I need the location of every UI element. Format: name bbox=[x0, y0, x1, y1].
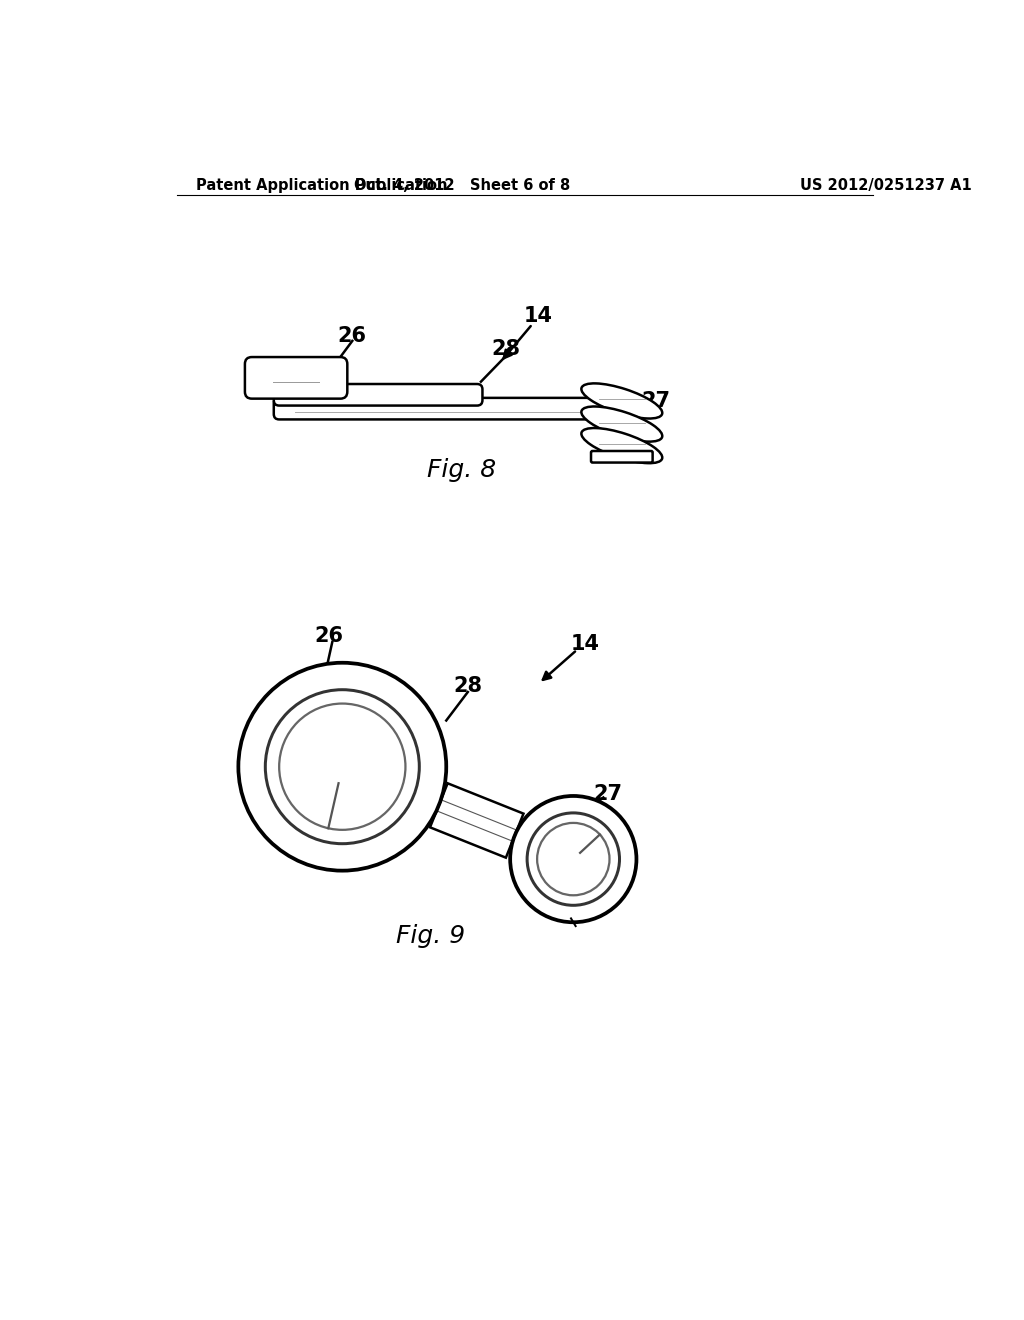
Ellipse shape bbox=[582, 428, 663, 463]
Text: 27: 27 bbox=[641, 391, 670, 411]
Circle shape bbox=[538, 822, 609, 895]
FancyBboxPatch shape bbox=[591, 451, 652, 462]
Text: Fig. 8: Fig. 8 bbox=[427, 458, 497, 482]
Polygon shape bbox=[430, 783, 523, 858]
FancyBboxPatch shape bbox=[273, 397, 613, 420]
Text: 26: 26 bbox=[314, 626, 344, 645]
FancyBboxPatch shape bbox=[273, 384, 482, 405]
Text: Patent Application Publication: Patent Application Publication bbox=[196, 178, 447, 193]
Ellipse shape bbox=[582, 383, 663, 418]
Text: Fig. 9: Fig. 9 bbox=[396, 924, 466, 948]
Text: US 2012/0251237 A1: US 2012/0251237 A1 bbox=[801, 178, 972, 193]
Text: 14: 14 bbox=[570, 634, 599, 653]
Text: Oct. 4, 2012   Sheet 6 of 8: Oct. 4, 2012 Sheet 6 of 8 bbox=[353, 178, 569, 193]
Circle shape bbox=[510, 796, 637, 923]
Text: 14: 14 bbox=[524, 306, 553, 326]
Text: 26: 26 bbox=[338, 326, 367, 346]
Text: 28: 28 bbox=[454, 676, 482, 696]
Circle shape bbox=[280, 704, 406, 830]
Ellipse shape bbox=[582, 407, 663, 442]
FancyBboxPatch shape bbox=[245, 358, 347, 399]
Text: 28: 28 bbox=[492, 339, 521, 359]
Circle shape bbox=[265, 689, 419, 843]
Circle shape bbox=[527, 813, 620, 906]
Circle shape bbox=[239, 663, 446, 871]
Text: 27: 27 bbox=[594, 784, 623, 804]
